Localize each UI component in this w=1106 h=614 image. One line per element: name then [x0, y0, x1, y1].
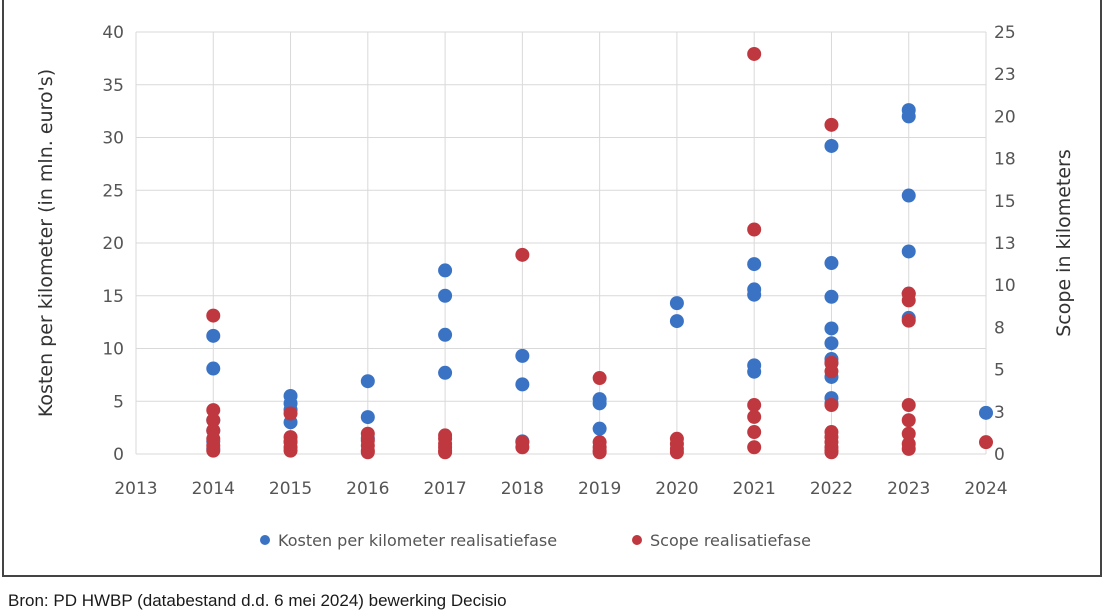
- scope-point: [901, 313, 916, 328]
- y-tick-label: 0: [113, 445, 124, 465]
- cost-point: [438, 365, 453, 380]
- x-tick-label: 2015: [269, 479, 312, 499]
- scope-point: [283, 406, 298, 421]
- scope-point: [901, 426, 916, 441]
- scope-point: [515, 440, 530, 455]
- cost-point: [360, 410, 375, 425]
- scope-point: [747, 409, 762, 424]
- x-tick-label: 2016: [346, 479, 389, 499]
- scope-point: [206, 413, 221, 428]
- y2-tick-label: 0: [994, 445, 1005, 465]
- cost-point: [979, 405, 993, 420]
- y-tick-label: 30: [102, 129, 124, 149]
- scope-point: [438, 445, 453, 460]
- scope-point: [824, 364, 839, 379]
- cost-point: [824, 256, 839, 271]
- y-tick-label: 35: [102, 76, 124, 96]
- cost-point: [360, 374, 375, 389]
- cost-point: [592, 396, 607, 411]
- scope-point: [824, 117, 839, 132]
- legend: Kosten per kilometer realisatiefase Scop…: [260, 531, 811, 550]
- scope-point: [901, 441, 916, 456]
- scope-point: [901, 293, 916, 308]
- scope-point: [824, 445, 839, 460]
- y-tick-label: 15: [102, 287, 124, 307]
- cost-point: [438, 263, 453, 278]
- cost-point: [669, 314, 684, 329]
- legend-label-costs: Kosten per kilometer realisatiefase: [278, 531, 557, 550]
- x-tick-label: 2014: [192, 479, 235, 499]
- y2-tick-label: 5: [994, 361, 1005, 381]
- cost-point: [206, 361, 221, 376]
- y-tick-label: 20: [102, 234, 124, 254]
- y2-tick-label: 3: [994, 403, 1005, 423]
- y2-axis-title: Scope in kilometers: [1053, 149, 1075, 337]
- cost-point: [824, 138, 839, 153]
- y-axis-title: Kosten per kilometer (in mln. euro's): [35, 69, 57, 417]
- y2-tick-label: 15: [994, 192, 1016, 212]
- x-tick-label: 2021: [733, 479, 776, 499]
- cost-point: [747, 287, 762, 302]
- scope-point: [747, 398, 762, 413]
- scope-point: [515, 247, 530, 262]
- x-tick-label: 2018: [501, 479, 544, 499]
- cost-point: [669, 296, 684, 311]
- y-tick-label: 10: [102, 340, 124, 360]
- scope-point: [592, 445, 607, 460]
- cost-point: [901, 109, 916, 124]
- y2-tick-label: 20: [994, 107, 1016, 127]
- x-tick-label: 2022: [810, 479, 853, 499]
- cost-point: [438, 288, 453, 303]
- y2-tick-label: 10: [994, 276, 1016, 296]
- cost-point: [824, 321, 839, 336]
- scope-point: [283, 443, 298, 458]
- chart-frame: 2013 2014 2015 2016 2017 2018 2019 2020 2021 2022…: [2, 0, 1102, 577]
- cost-point: [515, 377, 530, 392]
- scope-point: [901, 413, 916, 428]
- y2-tick-label: 8: [994, 318, 1005, 338]
- scope-point: [747, 222, 762, 237]
- scope-point: [901, 398, 916, 413]
- scope-point: [592, 371, 607, 386]
- cost-point: [438, 327, 453, 342]
- cost-point: [747, 364, 762, 379]
- x-tick-label: 2020: [655, 479, 698, 499]
- x-tick-label: 2017: [423, 479, 466, 499]
- scope-point: [206, 403, 221, 418]
- scope-point: [206, 443, 221, 458]
- scope-point: [360, 445, 375, 460]
- cost-point: [747, 257, 762, 272]
- scope-point: [747, 425, 762, 440]
- scope-point: [979, 435, 993, 450]
- y-tick-label: 25: [102, 181, 124, 201]
- scatter-chart: 2013 2014 2015 2016 2017 2018 2019 2020 2021 2022…: [35, 23, 1075, 550]
- cost-point: [824, 336, 839, 351]
- x-tick-label: 2019: [578, 479, 621, 499]
- y2-tick-label: 23: [994, 65, 1016, 85]
- scope-point: [824, 398, 839, 413]
- legend-marker-costs: [260, 535, 270, 545]
- y-tick-label: 40: [102, 23, 124, 43]
- cost-point: [515, 348, 530, 363]
- cost-point: [901, 244, 916, 259]
- x-tick-label: 2024: [964, 479, 1007, 499]
- legend-marker-scope: [632, 535, 642, 545]
- scope-point: [206, 308, 221, 323]
- x-tick-label: 2013: [114, 479, 157, 499]
- cost-point: [824, 289, 839, 304]
- legend-label-scope: Scope realisatiefase: [650, 531, 811, 550]
- cost-point: [592, 421, 607, 436]
- source-note: Bron: PD HWBP (databestand d.d. 6 mei 20…: [8, 591, 507, 610]
- y2-tick-label: 13: [994, 234, 1016, 254]
- y-tick-label: 5: [113, 392, 124, 412]
- scope-point: [747, 46, 762, 61]
- scope-point: [669, 445, 684, 460]
- y2-tick-label: 25: [994, 23, 1016, 43]
- x-tick-label: 2023: [887, 479, 930, 499]
- cost-point: [206, 328, 221, 343]
- scope-point: [747, 440, 762, 455]
- cost-point: [901, 188, 916, 203]
- y2-tick-label: 18: [994, 150, 1016, 170]
